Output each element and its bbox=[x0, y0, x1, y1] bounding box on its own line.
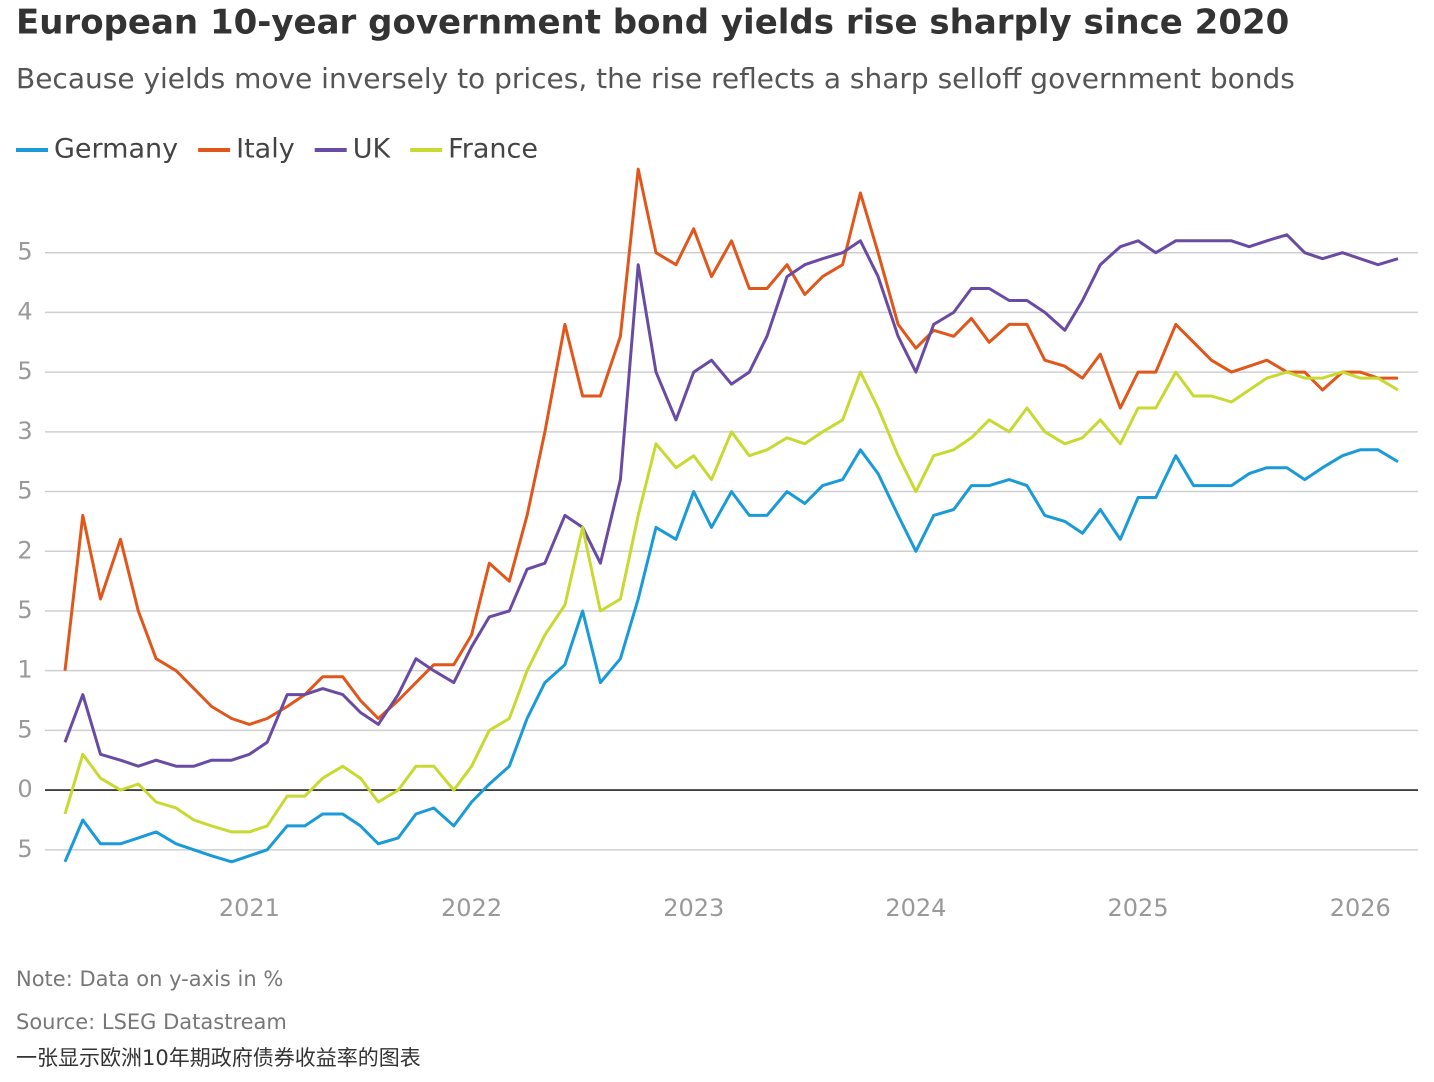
y-tick-label: 5 bbox=[17, 357, 32, 385]
series-line bbox=[63, 370, 1399, 834]
legend-label: Italy bbox=[236, 134, 295, 165]
y-tick-label: 1 bbox=[17, 656, 32, 684]
y-tick-label: 4 bbox=[17, 297, 32, 325]
y-tick-label: 5 bbox=[17, 238, 32, 266]
y-tick-label: 3 bbox=[17, 417, 32, 445]
note: Note: Data on y-axis in % bbox=[16, 967, 283, 991]
x-tick-label: 2023 bbox=[663, 894, 724, 922]
legend-label: France bbox=[448, 134, 538, 165]
chart-title: European 10-year government bond yields … bbox=[16, 3, 1289, 43]
x-tick-label: 2021 bbox=[219, 894, 280, 922]
y-tick-label: 2 bbox=[17, 536, 32, 564]
y-tick-label: 5 bbox=[17, 835, 32, 863]
x-tick-label: 2024 bbox=[885, 894, 946, 922]
series-line bbox=[63, 233, 1399, 768]
series-line bbox=[63, 448, 1399, 864]
chart-subtitle: Because yields move inversely to prices,… bbox=[16, 62, 1295, 95]
caption: 一张显示欧洲10年期政府债券收益率的图表 bbox=[16, 1046, 421, 1070]
legend-label: Germany bbox=[54, 134, 178, 165]
x-tick-label: 2025 bbox=[1108, 894, 1169, 922]
y-tick-label: 5 bbox=[17, 715, 32, 743]
source: Source: LSEG Datastream bbox=[16, 1010, 287, 1034]
y-tick-label: 5 bbox=[17, 596, 32, 624]
x-tick-label: 2026 bbox=[1330, 894, 1391, 922]
series-line bbox=[63, 167, 1398, 726]
y-tick-label: 5 bbox=[17, 477, 32, 505]
y-tick-label: 0 bbox=[17, 775, 32, 803]
x-tick-label: 2022 bbox=[441, 894, 502, 922]
legend-label: UK bbox=[353, 134, 392, 165]
